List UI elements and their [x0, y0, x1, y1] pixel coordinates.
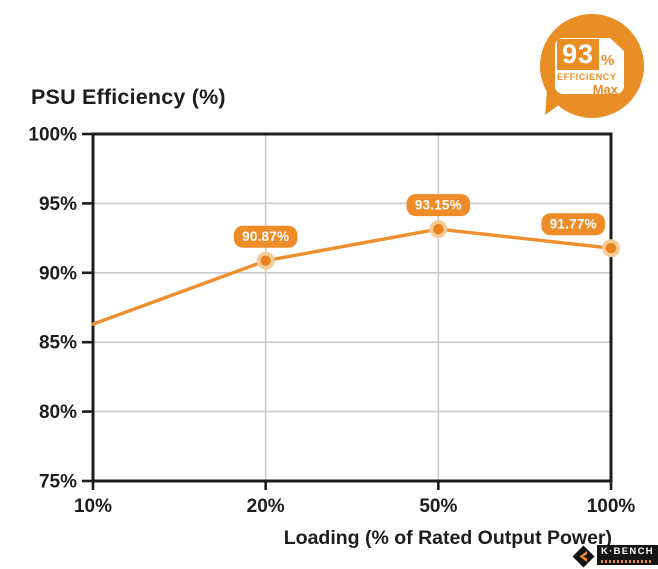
- plot-frame: [91, 132, 613, 483]
- badge-subcaption: Max: [592, 82, 618, 98]
- y-tick-label: 75%: [39, 472, 77, 493]
- kbench-wordmark: K·BENCH: [597, 545, 658, 565]
- data-point-marker: [260, 255, 271, 266]
- data-point-marker: [433, 223, 444, 235]
- badge-card: 93 % EFFICIENCY Max: [555, 38, 624, 94]
- badge-value-row: 93 %: [557, 39, 624, 71]
- data-label-pill: [406, 194, 471, 217]
- badge-value: 93: [557, 39, 600, 71]
- chart-title: PSU Efficiency (%): [31, 85, 226, 109]
- y-tick-label: 85%: [39, 333, 77, 354]
- badge-caption: EFFICIENCY: [557, 72, 617, 83]
- kbench-diamond-icon: [572, 545, 595, 568]
- y-tick-label: 100%: [28, 125, 77, 146]
- data-label: 90.87%: [242, 229, 289, 244]
- x-tick-label: 50%: [419, 496, 457, 517]
- x-axis-title: Loading (% of Rated Output Power): [283, 527, 612, 549]
- x-tick-label: 10%: [74, 496, 112, 517]
- y-tick-label: 90%: [39, 263, 77, 284]
- kbench-brand-text: K·BENCH: [601, 546, 654, 557]
- data-label-pill: [541, 213, 605, 236]
- efficiency-line: [91, 227, 613, 326]
- x-tick-label: 100%: [587, 496, 636, 517]
- kbench-logo: K·BENCH: [572, 545, 658, 568]
- y-tick-label: 95%: [39, 194, 77, 215]
- data-label-pill: [233, 225, 298, 248]
- kbench-tagline-strip: [601, 559, 652, 563]
- data-label: 91.77%: [550, 217, 597, 232]
- data-label: 93.15%: [415, 198, 462, 213]
- y-tick-label: 80%: [39, 402, 77, 423]
- data-point-marker: [605, 243, 617, 254]
- x-tick-label: 20%: [247, 496, 285, 517]
- badge-percent-sign: %: [601, 52, 615, 70]
